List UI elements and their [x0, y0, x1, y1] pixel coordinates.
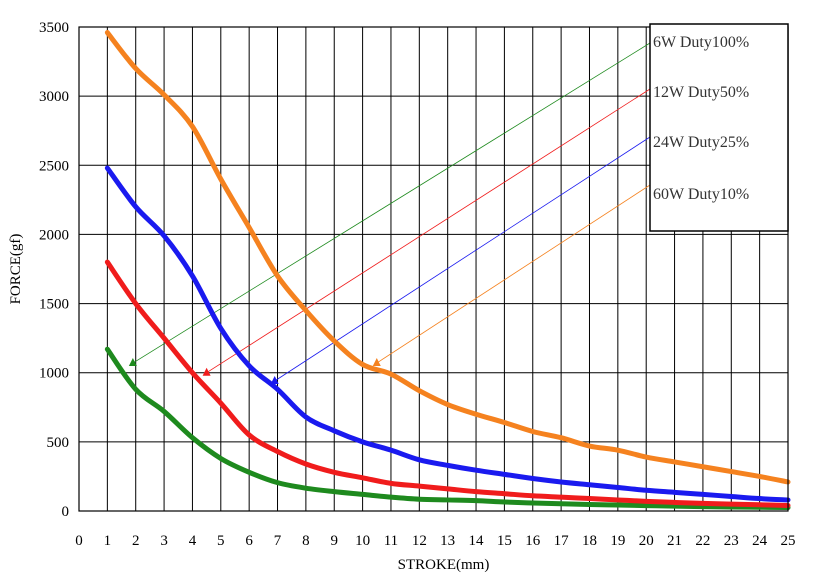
y-tick-label: 2500 — [39, 158, 69, 174]
x-tick-label: 11 — [384, 533, 398, 549]
x-tick-label: 25 — [781, 533, 796, 549]
x-tick-label: 12 — [412, 533, 427, 549]
x-tick-label: 14 — [469, 533, 485, 549]
leader-arrow-0 — [128, 358, 137, 367]
x-tick-label: 2 — [132, 533, 140, 549]
x-tick-label: 10 — [355, 533, 370, 549]
x-tick-label: 23 — [724, 533, 739, 549]
y-tick-label: 3500 — [39, 20, 69, 36]
x-tick-label: 24 — [752, 533, 768, 549]
series-line-0 — [104, 346, 791, 511]
leader-arrow-1 — [202, 367, 211, 376]
y-tick-label: 0 — [62, 504, 70, 520]
x-axis-ticks: 0 1 2 3 4 5 6 7 8 9 10 11 12 13 14 15 16 17 18 19 20 21 22 23 24… — [75, 533, 795, 549]
leader-line-3 — [376, 184, 651, 364]
x-tick-label: 13 — [440, 533, 455, 549]
x-tick-label: 7 — [274, 533, 282, 549]
series-line-2 — [104, 165, 791, 503]
x-tick-label: 1 — [104, 533, 112, 549]
x-tick-label: 20 — [639, 533, 654, 549]
x-tick-label: 17 — [554, 533, 570, 549]
x-tick-label: 21 — [667, 533, 682, 549]
x-tick-label: 3 — [160, 533, 168, 549]
x-tick-label: 15 — [497, 533, 512, 549]
x-tick-label: 22 — [695, 533, 710, 549]
legend-label-24w: 24W Duty25% — [653, 134, 749, 151]
series-line-1 — [104, 259, 791, 508]
leader-line-1 — [206, 88, 651, 374]
legend-label-12w: 12W Duty50% — [653, 84, 749, 101]
leader-arrow-3 — [372, 358, 381, 367]
leader-line-0 — [132, 42, 651, 364]
y-tick-label: 3000 — [39, 89, 69, 105]
leader-arrow-2 — [270, 376, 279, 385]
y-axis-ticks: 0 500 1000 1500 2000 2500 3000 3500 — [39, 20, 69, 520]
x-tick-label: 9 — [330, 533, 338, 549]
legend-box — [649, 23, 789, 232]
legend-leader-lines — [128, 42, 651, 385]
plot-area-frame — [78, 26, 789, 512]
x-tick-label: 18 — [582, 533, 597, 549]
y-tick-label: 1500 — [39, 297, 69, 313]
series-line-3 — [104, 30, 791, 485]
y-tick-label: 1000 — [39, 366, 69, 382]
x-tick-label: 5 — [217, 533, 225, 549]
x-tick-label: 6 — [245, 533, 253, 549]
series-lines — [104, 30, 791, 511]
x-axis-title: STROKE(mm) — [398, 557, 490, 573]
y-axis-title: FORCE(gf) — [8, 234, 24, 305]
x-tick-label: 0 — [75, 533, 83, 549]
legend-label-6w: 6W Duty100% — [653, 34, 749, 51]
leader-line-2 — [274, 136, 651, 382]
y-tick-label: 2000 — [39, 227, 69, 243]
legend-label-60w: 60W Duty10% — [653, 186, 749, 203]
legend: 6W Duty100% 12W Duty50% 24W Duty25% 60W … — [649, 23, 789, 232]
x-tick-label: 4 — [189, 533, 197, 549]
y-tick-label: 500 — [47, 435, 70, 451]
x-tick-label: 16 — [525, 533, 541, 549]
x-tick-label: 19 — [610, 533, 625, 549]
x-tick-label: 8 — [302, 533, 310, 549]
